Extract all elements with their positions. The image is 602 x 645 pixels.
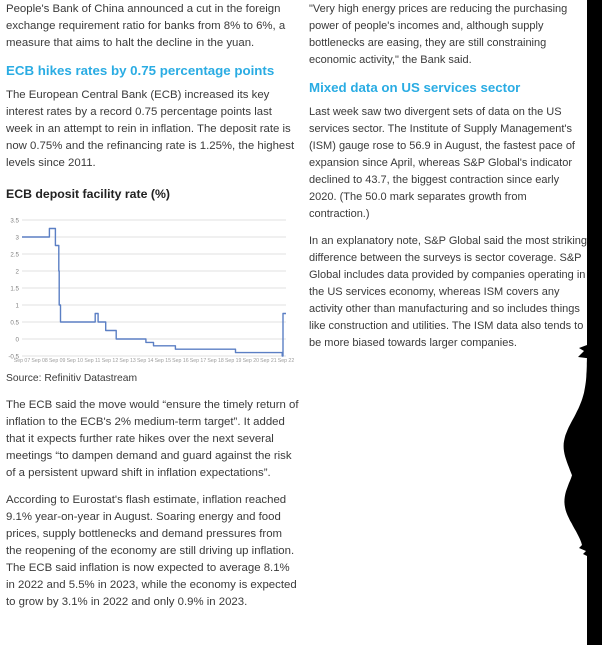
svg-text:Sep 22: Sep 22 [278,358,295,364]
svg-text:Sep 20: Sep 20 [243,358,260,364]
svg-text:Sep 21: Sep 21 [260,358,277,364]
svg-text:Sep 18: Sep 18 [207,358,224,364]
svg-text:0: 0 [16,337,20,344]
svg-text:Sep 10: Sep 10 [67,358,84,364]
svg-text:Sep 15: Sep 15 [155,358,172,364]
svg-text:Sep 09: Sep 09 [49,358,66,364]
svg-text:1: 1 [16,303,20,310]
svg-text:3.5: 3.5 [10,218,19,225]
svg-text:1.5: 1.5 [10,286,19,293]
svg-text:Sep 07: Sep 07 [14,358,31,364]
svg-text:Sep 08: Sep 08 [31,358,48,364]
svg-text:3: 3 [16,235,20,242]
svg-text:0.5: 0.5 [10,320,19,327]
svg-text:2: 2 [16,269,20,276]
svg-text:Sep 16: Sep 16 [172,358,189,364]
svg-text:Sep 14: Sep 14 [137,358,154,364]
svg-text:Sep 12: Sep 12 [102,358,119,364]
svg-text:Sep 17: Sep 17 [190,358,207,364]
svg-text:2.5: 2.5 [10,252,19,259]
svg-text:Sep 13: Sep 13 [119,358,136,364]
svg-text:Sep 19: Sep 19 [225,358,242,364]
svg-text:Sep 11: Sep 11 [84,358,100,364]
